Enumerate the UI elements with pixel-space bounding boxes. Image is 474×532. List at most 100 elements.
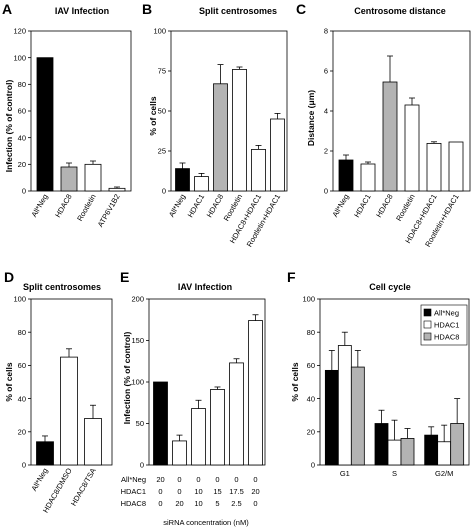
- bar: [404, 104, 420, 192]
- y-tick-label: 80: [307, 328, 315, 337]
- bar: [350, 366, 365, 466]
- bar: [374, 423, 389, 466]
- panel-d-title: Split centrosomes: [23, 282, 101, 292]
- bar: [36, 441, 54, 466]
- bar: [60, 356, 78, 466]
- x-category-label: All*Neg: [29, 193, 49, 219]
- y-tick-label: 20: [307, 428, 315, 437]
- panel-letter-a: A: [2, 1, 12, 17]
- panel-f-title: Cell cycle: [369, 282, 411, 292]
- table-cell: 5: [215, 499, 219, 508]
- panel-letter-b: B: [142, 1, 152, 17]
- y-tick-label: 80: [18, 80, 26, 89]
- y-tick-label: 100: [13, 53, 26, 62]
- y-tick-label: 25: [158, 147, 166, 156]
- table-cell: 2.5: [231, 499, 241, 508]
- bar: [248, 320, 263, 466]
- table-cell: 20: [156, 475, 164, 484]
- y-tick-label: 75: [158, 67, 166, 76]
- panel-c-title: Centrosome distance: [354, 6, 446, 16]
- bar: [213, 83, 228, 192]
- panel-d: D Split centrosomes % of cells 0 20 40 60 80…: [4, 269, 113, 514]
- table-cell: 17.5: [229, 487, 244, 496]
- table-row-label: HDAC1: [121, 487, 146, 496]
- x-category-label: HDAC8: [53, 193, 74, 220]
- bar: [153, 381, 168, 466]
- panel-letter-e: E: [120, 269, 129, 285]
- y-tick-label: 100: [153, 27, 166, 36]
- bar: [36, 57, 54, 192]
- table-cell: 0: [177, 487, 181, 496]
- y-tick-label: 0: [324, 187, 328, 196]
- bar: [437, 441, 452, 466]
- panel-e-title: IAV Infection: [178, 282, 232, 292]
- bar: [360, 163, 376, 192]
- legend-swatch: [423, 332, 432, 341]
- x-category-label: ATP6V1B2: [96, 193, 122, 229]
- table-cell: 0: [253, 499, 257, 508]
- x-category-label: S: [392, 469, 397, 478]
- y-tick-label: 8: [324, 27, 328, 36]
- panel-a: A IAV Infection Infection (% of control)…: [2, 1, 132, 229]
- panel-letter-c: C: [296, 1, 306, 17]
- bar: [400, 438, 415, 466]
- y-tick-label: 80: [18, 328, 26, 337]
- table-cell: 10: [194, 487, 202, 496]
- bar: [424, 434, 439, 466]
- y-tick-label: 150: [131, 336, 144, 345]
- panel-a-title: IAV Infection: [55, 6, 109, 16]
- bar: [84, 163, 102, 192]
- panel-a-y-axis-label: Infection (% of control): [4, 80, 14, 173]
- y-tick-label: 120: [13, 27, 26, 36]
- table-row-label: HDAC8: [121, 499, 146, 508]
- x-category-label: HDAC8: [374, 193, 395, 220]
- table-cell: 0: [234, 475, 238, 484]
- y-tick-label: 100: [131, 378, 144, 387]
- y-tick-label: 40: [307, 394, 315, 403]
- panel-c-y-axis-label: Distance (μm): [306, 90, 316, 146]
- y-tick-label: 6: [324, 67, 328, 76]
- table-cell: 0: [196, 475, 200, 484]
- panel-e-x-axis-label: siRNA concentration (nM): [163, 518, 249, 527]
- panel-e-y-axis-label: Infection (% of control): [122, 332, 132, 425]
- legend-swatch: [423, 308, 432, 317]
- y-tick-label: 60: [18, 107, 26, 116]
- bar: [60, 166, 78, 192]
- x-category-label: HDAC1: [186, 193, 207, 220]
- bar: [175, 168, 190, 192]
- table-cell: 20: [175, 499, 183, 508]
- bar: [172, 440, 187, 466]
- bar: [84, 418, 102, 466]
- panel-f-y-axis-label: % of cells: [290, 362, 300, 401]
- bar: [229, 362, 244, 466]
- bar: [338, 159, 354, 192]
- bar: [387, 439, 402, 466]
- panel-b: B Split centrosomes % of cells 0 25 50 75 10…: [142, 1, 288, 248]
- table-row-label: All*Neg: [121, 475, 146, 484]
- panel-letter-f: F: [287, 269, 296, 285]
- y-tick-label: 20: [18, 160, 26, 169]
- y-tick-label: 100: [302, 295, 315, 304]
- bar: [191, 408, 206, 466]
- legend-label: HDAC1: [434, 321, 459, 330]
- y-tick-label: 0: [22, 461, 26, 470]
- y-tick-label: 200: [131, 295, 144, 304]
- panel-b-title: Split centrosomes: [199, 6, 277, 16]
- y-tick-label: 4: [324, 107, 328, 116]
- x-category-label: G1: [340, 469, 350, 478]
- table-cell: 0: [158, 499, 162, 508]
- legend-label: HDAC8: [434, 333, 459, 342]
- y-tick-label: 50: [158, 107, 166, 116]
- x-category-label: HDAC8/TSA: [69, 467, 98, 508]
- plot-frame: [170, 30, 288, 192]
- y-tick-label: 0: [162, 187, 166, 196]
- x-category-label: Rootletin: [75, 193, 98, 223]
- table-cell: 0: [177, 475, 181, 484]
- table-cell: 15: [213, 487, 221, 496]
- bar: [324, 369, 339, 466]
- y-tick-label: 0: [22, 187, 26, 196]
- table-cell: 0: [158, 487, 162, 496]
- x-category-label: All*Neg: [29, 467, 49, 493]
- y-tick-label: 100: [13, 295, 26, 304]
